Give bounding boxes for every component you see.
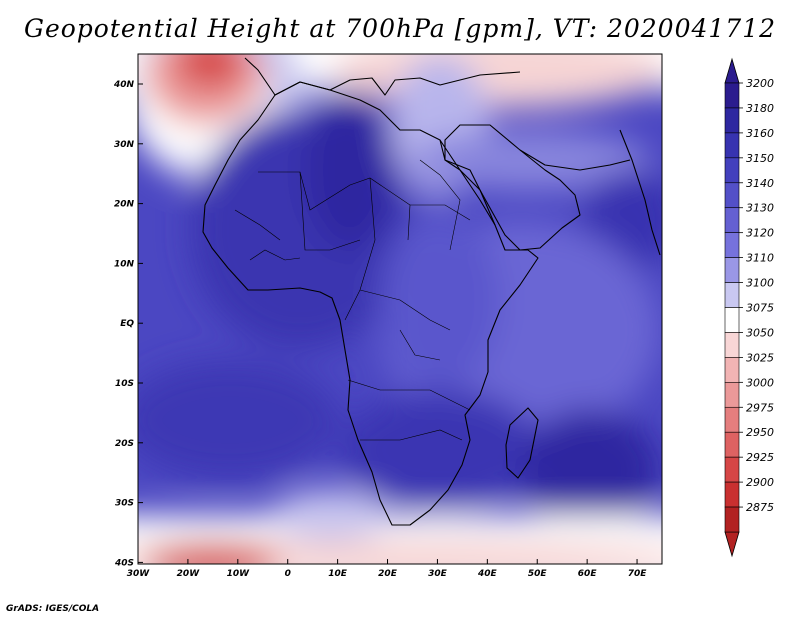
- lon-tick-label: 50E: [528, 569, 548, 579]
- colorbar-label: 3160: [746, 127, 774, 140]
- colorbar-swatch: [724, 82, 740, 109]
- colorbar-swatch: [724, 257, 740, 283]
- colorbar-label: 3025: [746, 351, 774, 364]
- colorbar-swatch: [724, 456, 740, 483]
- lat-tick-label: EQ: [120, 319, 134, 329]
- colorbar-swatch: [724, 207, 740, 233]
- lat-tick-label: 10S: [115, 379, 134, 389]
- lon-tick-label: 30E: [428, 569, 448, 579]
- colorbar-label: 2950: [746, 426, 774, 439]
- colorbar-label: 3130: [746, 202, 774, 215]
- colorbar-swatch: [724, 157, 740, 184]
- latitude-axis: 40N 30N 20N 10N EQ 10S 20S 30S 40S: [113, 80, 143, 568]
- lon-tick-label: 70E: [628, 569, 648, 579]
- lat-tick-label: 40N: [113, 80, 135, 90]
- colorbar-label: 3180: [746, 102, 774, 115]
- lon-tick-label: 20W: [177, 569, 201, 579]
- colorbar-swatch: [724, 382, 740, 408]
- colorbar-swatch: [724, 307, 740, 333]
- lat-tick-label: 30N: [114, 140, 135, 150]
- colorbar-label: 3000: [746, 376, 774, 389]
- colorbar-swatch: [724, 506, 740, 533]
- lon-tick-label: 60E: [578, 569, 598, 579]
- lon-tick-label: 10W: [227, 569, 251, 579]
- colorbar-swatch: [724, 431, 740, 458]
- colorbar-swatch: [724, 182, 740, 209]
- longitude-axis: 30W 20W 10W 0 10E 20E 30E 40E 50E 60E 70E: [127, 559, 647, 579]
- colorbar-label: 3075: [746, 302, 774, 315]
- colorbar-swatch: [724, 481, 740, 508]
- colorbar-label: 3100: [746, 277, 774, 290]
- lon-tick-label: 40E: [477, 569, 498, 579]
- colorbar-label: 3200: [746, 77, 774, 90]
- colorbar-swatch: [724, 132, 740, 159]
- colorbar-top-arrow: [724, 57, 740, 84]
- map-title: Geopotential Height at 700hPa [gpm], VT:…: [23, 14, 777, 43]
- lat-tick-label: 30S: [115, 499, 134, 509]
- lon-tick-label: 0: [285, 569, 291, 579]
- lat-tick-label: 40S: [114, 558, 134, 568]
- colorbar-label: 2900: [746, 476, 774, 489]
- colorbar-swatch: [724, 232, 740, 258]
- lat-tick-label: 20S: [115, 439, 134, 449]
- colorbar-label: 3050: [746, 326, 774, 339]
- colorbar-label: 2875: [746, 501, 774, 514]
- colorbar-label: 3140: [746, 177, 774, 190]
- colorbar-label: 3150: [746, 152, 774, 165]
- colorbar-swatch: [724, 406, 740, 433]
- lon-tick-label: 30W: [127, 569, 151, 579]
- colorbar-swatch: [724, 332, 740, 358]
- colorbar-label: 2975: [746, 401, 774, 414]
- plot-frame: [137, 53, 663, 565]
- colorbar-label: 2925: [746, 451, 774, 464]
- colorbar-bottom-arrow: [724, 531, 740, 558]
- colorbar-swatch: [724, 107, 740, 134]
- coastlines: [202, 57, 661, 526]
- grads-credit: GrADS: IGES/COLA: [6, 604, 100, 614]
- colorbar-swatch: [724, 282, 740, 308]
- lat-tick-label: 10N: [114, 259, 135, 269]
- colorbar-label: 3110: [746, 252, 774, 265]
- colorbar-swatch: [724, 357, 740, 383]
- lon-tick-label: 10E: [328, 569, 348, 579]
- colorbar: 3200 3180 3160 3150 3140 3130 3120 3110 3100 3075…: [724, 57, 774, 558]
- country-borders: [234, 159, 471, 441]
- height-field: [138, 54, 662, 564]
- colorbar-label: 3120: [746, 227, 774, 240]
- lat-tick-label: 20N: [114, 200, 135, 210]
- lon-tick-label: 20E: [378, 569, 398, 579]
